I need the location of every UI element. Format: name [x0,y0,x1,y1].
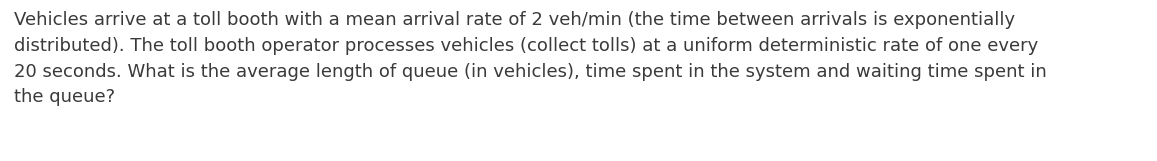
Text: Vehicles arrive at a toll booth with a mean arrival rate of 2 veh/min (the time : Vehicles arrive at a toll booth with a m… [14,11,1047,106]
